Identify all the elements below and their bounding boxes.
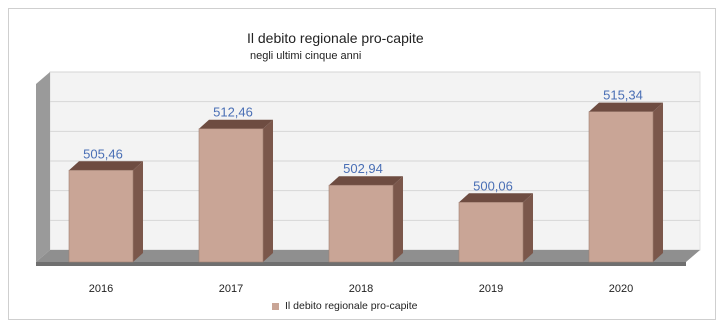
value-label-2019: 500,06 — [473, 178, 513, 193]
bar-front-face — [198, 128, 264, 263]
bar-front-face — [68, 169, 134, 263]
bar-side-face — [393, 176, 403, 262]
value-label-2017: 512,46 — [213, 105, 253, 120]
bar-front-face — [458, 202, 524, 263]
x-tick-label-2016: 2016 — [89, 283, 113, 295]
x-tick-label-2019: 2019 — [479, 283, 503, 295]
bar-series: 505,46 512,46 502,94 500,06 515,34 — [68, 88, 663, 263]
bar-2016 — [68, 161, 143, 263]
chart-side-wall — [36, 72, 50, 262]
legend-swatch — [272, 302, 279, 310]
bar-front-face — [588, 111, 654, 263]
legend-label: Il debito regionale pro-capite — [285, 300, 418, 312]
bar-top-face — [199, 119, 273, 129]
bar-side-face — [523, 193, 533, 262]
bar-top-face — [69, 161, 143, 171]
bar-top-face — [329, 176, 403, 186]
bar-side-face — [263, 119, 273, 262]
bar-2018 — [328, 176, 403, 263]
chart-title: Il debito regionale pro-capite — [247, 30, 424, 46]
value-label-2016: 505,46 — [83, 146, 123, 161]
value-label-2018: 502,94 — [343, 161, 383, 176]
x-axis-ticks: 2016 2017 2018 2019 2020 — [89, 283, 633, 295]
bar-2019 — [458, 193, 533, 263]
x-tick-label-2017: 2017 — [219, 283, 243, 295]
bar-2020 — [588, 102, 663, 263]
bar-side-face — [133, 161, 143, 262]
bar-front-face — [328, 184, 394, 263]
chart-subtitle: negli ultimi cinque anni — [250, 50, 362, 62]
bar-side-face — [653, 102, 663, 263]
value-label-2020: 515,34 — [603, 88, 643, 103]
bar-top-face — [589, 102, 663, 112]
bar-2017 — [198, 119, 273, 263]
legend: Il debito regionale pro-capite — [272, 300, 418, 312]
bar-top-face — [459, 193, 533, 203]
x-tick-label-2020: 2020 — [609, 283, 633, 295]
x-tick-label-2018: 2018 — [349, 283, 373, 295]
chart-floor-edge — [36, 262, 686, 266]
